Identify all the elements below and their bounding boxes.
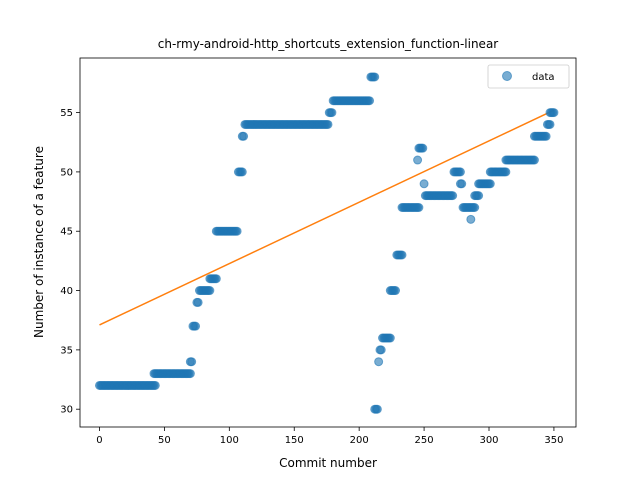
data-point [418,143,428,153]
fit-line [99,109,555,326]
x-tick-label: 350 [544,435,563,446]
data-point [323,119,333,129]
y-tick-label: 40 [60,286,73,297]
data-point [193,297,203,307]
chart-title: ch-rmy-android-http_shortcuts_extension_… [158,37,499,51]
y-tick-label: 45 [60,227,73,238]
x-axis-ticks: 0 50 100 150 200 250 300 350 [96,427,563,446]
x-tick-label: 0 [96,435,102,446]
data-point [501,167,511,177]
data-point [455,167,465,177]
data-point [413,155,423,165]
data-point [448,191,458,201]
data-point [397,250,407,260]
data-point [470,203,480,212]
x-tick-label: 250 [415,435,434,446]
data-point [185,369,195,379]
data-point [549,108,559,118]
legend-box [487,64,570,89]
fit-line-layer [99,109,555,326]
plot-frame [79,57,577,428]
data-point [187,357,197,367]
y-axis-title: Number of instance of a feature [32,146,46,338]
data-point [376,345,386,355]
x-tick-label: 200 [350,435,369,446]
x-tick-label: 150 [285,435,304,446]
legend: data [487,64,570,89]
data-point [191,321,201,331]
data-points-layer [94,72,559,414]
x-tick-label: 100 [220,435,239,446]
data-point [474,191,484,201]
data-point [239,131,249,141]
data-point [374,357,384,367]
data-point [372,404,382,414]
data-point [385,333,395,343]
data-point [327,108,337,118]
y-tick-label: 55 [60,108,73,119]
data-point [232,226,242,236]
data-point [365,96,375,106]
data-point [211,274,221,284]
data-point [419,179,429,189]
y-tick-label: 30 [60,405,73,416]
data-point [391,286,401,296]
y-tick-label: 35 [60,345,73,356]
data-point [541,131,551,141]
data-point [545,119,555,129]
legend-marker-data [502,71,512,81]
data-point [205,286,215,296]
y-tick-label: 50 [60,167,73,178]
data-point [457,179,467,189]
data-point [370,72,380,82]
data-point [485,179,495,189]
data-point [414,203,424,212]
data-point [466,214,476,224]
x-axis-title: Commit number [279,456,377,470]
y-axis-ticks: 30 35 40 45 50 55 [60,108,80,416]
x-tick-label: 300 [479,435,498,446]
legend-label-data: data [532,72,555,83]
x-tick-label: 50 [158,435,171,446]
data-point [237,167,247,177]
data-point [150,380,160,390]
data-point [529,155,539,165]
